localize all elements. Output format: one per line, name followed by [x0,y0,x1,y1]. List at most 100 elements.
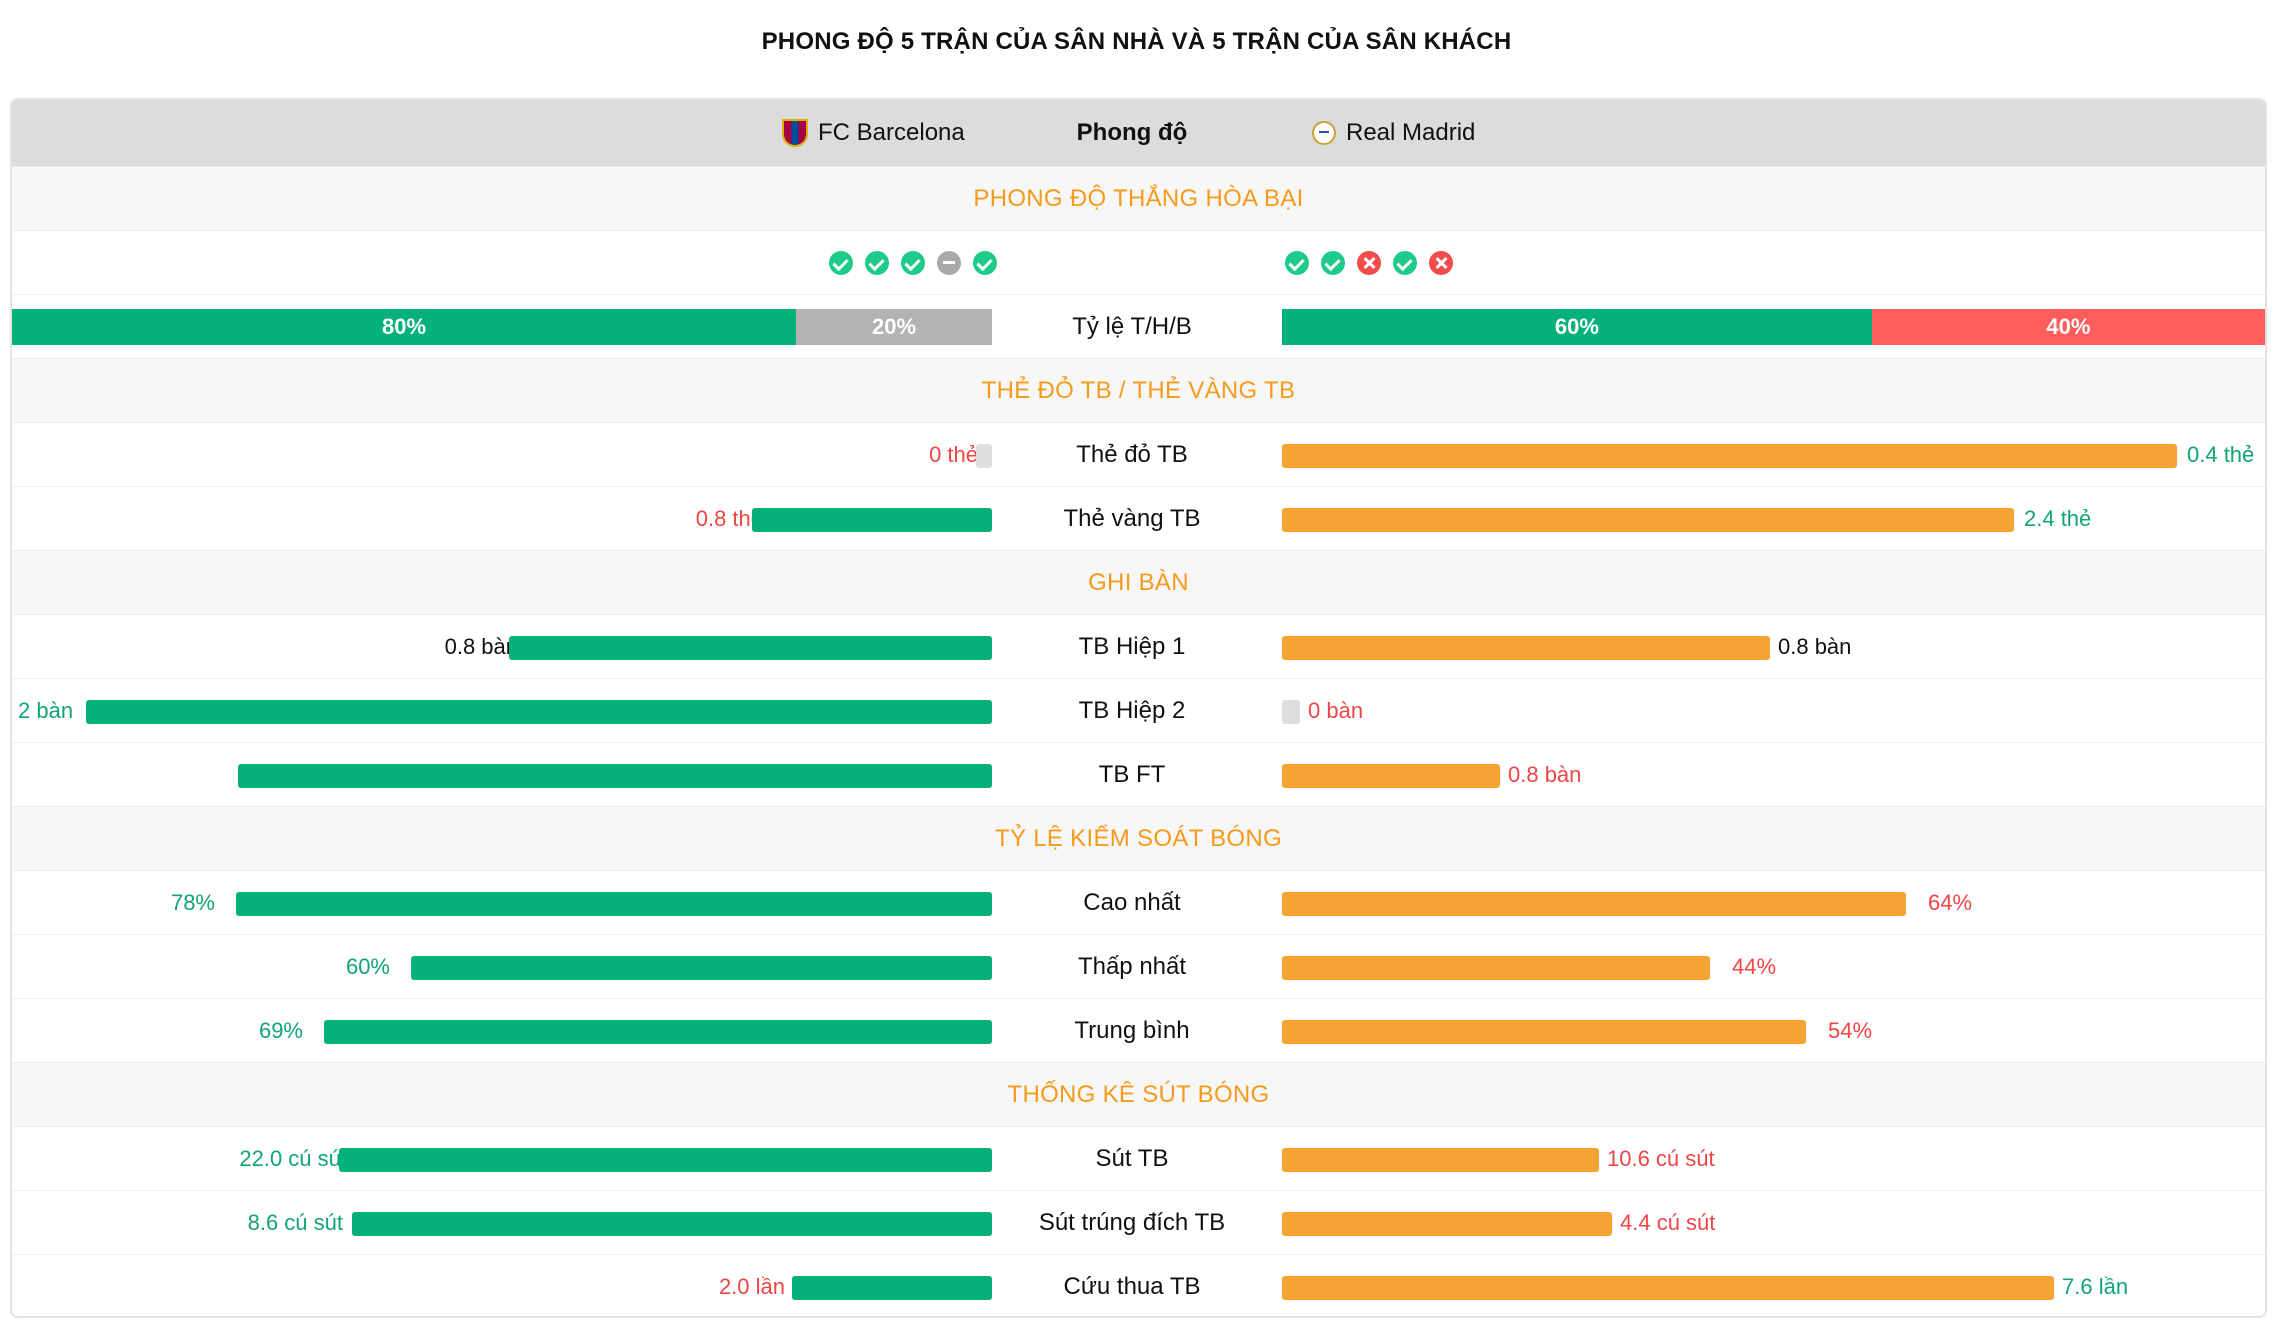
home-value: 69% [258,1018,303,1043]
check-circle-icon [1321,251,1345,275]
stat-row-goals-h1: 0.8 bàn TB Hiệp 1 0.8 bàn [12,614,2265,678]
section-title-form: PHONG ĐỘ THẮNG HÒA BẠI [12,166,2265,230]
home-bar [509,636,992,660]
home-bar [236,892,992,916]
stat-row-possession-min: 60% Thấp nhất 44% [12,934,2265,998]
form-comparison-table: FC Barcelona Phong độ Real Madrid PHONG … [10,98,2267,1318]
stat-row-yellow-cards: 0.8 thẻ Thẻ vàng TB 2.4 thẻ [12,486,2265,550]
away-bar [1282,892,1906,916]
section-title-possession: TỶ LỆ KIỂM SOÁT BÓNG [12,806,2265,870]
home-value: 2.0 lần [718,1274,785,1299]
section-title-goals: GHI BÀN [12,550,2265,614]
home-value: 0 thẻ [929,442,978,467]
stat-row-saves: 2.0 lần Cứu thua TB 7.6 lần [12,1254,2265,1316]
column-title: Phong độ [1076,119,1188,146]
check-circle-icon [865,251,889,275]
home-draw-segment: 20% [796,309,992,345]
away-value: 64% [1928,890,1973,915]
away-team[interactable]: Real Madrid [1312,100,1475,166]
home-team[interactable]: FC Barcelona [782,100,965,166]
home-bar [352,1212,992,1236]
home-win-segment: 80% [12,309,796,345]
stat-label: Thẻ vàng TB [1063,505,1201,532]
table-header: FC Barcelona Phong độ Real Madrid [12,100,2265,166]
home-bar [86,700,992,724]
away-value: 2.4 thẻ [2024,506,2092,531]
home-value: 60% [345,954,390,979]
home-form-icons [829,251,997,275]
away-value: 0.4 thẻ [2187,442,2255,467]
away-value: 4.4 cú sút [1620,1210,1716,1235]
stat-label: Sút trúng đích TB [1038,1209,1226,1236]
home-bar [411,956,992,980]
home-bar [324,1020,992,1044]
away-ratio-bar: 60% 40% [1282,309,2265,345]
home-value: 0.8 bàn [444,634,518,659]
away-value: 10.6 cú sút [1607,1146,1715,1171]
away-bar [1282,764,1500,788]
away-bar [1282,700,1300,724]
home-bar [339,1148,992,1172]
away-bar [1282,1276,2054,1300]
stat-label: Sút TB [1095,1145,1169,1172]
check-circle-icon [901,251,925,275]
stat-row-possession-max: 78% Cao nhất 64% [12,870,2265,934]
home-value: 8.6 cú sút [247,1210,343,1235]
minus-circle-icon [937,251,961,275]
real-madrid-crest-icon [1312,121,1336,145]
form-icons-row [12,230,2265,294]
home-value: 78% [170,890,215,915]
away-value: 7.6 lần [2062,1274,2129,1299]
home-team-name: FC Barcelona [818,119,965,146]
away-bar [1282,508,2014,532]
home-value: 22.0 cú sút [239,1146,347,1171]
page-title: PHONG ĐỘ 5 TRẬN CỦA SÂN NHÀ VÀ 5 TRẬN CỦ… [761,28,1512,55]
x-circle-icon [1429,251,1453,275]
away-value: 44% [1732,954,1777,979]
check-circle-icon [829,251,853,275]
stat-row-shots: 22.0 cú sút Sút TB 10.6 cú sút [12,1126,2265,1190]
away-team-name: Real Madrid [1346,119,1476,146]
away-bar [1282,444,2177,468]
away-bar [1282,1212,1612,1236]
check-circle-icon [1285,251,1309,275]
stat-label: Cao nhất [1083,889,1181,916]
home-value: 0.8 thẻ [695,506,763,531]
stat-label: Trung bình [1074,1017,1190,1044]
home-bar [976,444,992,468]
stat-row-red-cards: 0 thẻ Thẻ đỏ TB 0.4 thẻ [12,422,2265,486]
stat-label: TB Hiệp 2 [1078,697,1186,724]
home-bar [792,1276,992,1300]
home-ratio-bar: 80% 20% [12,309,992,345]
away-win-segment: 60% [1282,309,1872,345]
away-loss-segment: 40% [1871,309,2265,345]
away-bar [1282,1020,1806,1044]
check-circle-icon [973,251,997,275]
stat-row-goals-ft: 2.8 bàn TB FT 0.8 bàn [12,742,2265,806]
away-bar [1282,636,1770,660]
stat-label: TB FT [1098,761,1166,788]
stat-row-shots-on-target: 8.6 cú sút Sút trúng đích TB 4.4 cú sút [12,1190,2265,1254]
ratio-row: 80% 20% Tỷ lệ T/H/B 60% 40% [12,294,2265,358]
stat-label: TB Hiệp 1 [1078,633,1186,660]
check-circle-icon [1393,251,1417,275]
away-value: 0 bàn [1308,698,1364,723]
home-bar [752,508,992,532]
ratio-label: Tỷ lệ T/H/B [1072,313,1192,340]
section-title-cards: THẺ ĐỎ TB / THẺ VÀNG TB [12,358,2265,422]
stat-row-goals-h2: 2 bàn TB Hiệp 2 0 bàn [12,678,2265,742]
x-circle-icon [1357,251,1381,275]
away-value: 54% [1828,1018,1873,1043]
home-value: 2 bàn [18,698,74,723]
stat-row-possession-avg: 69% Trung bình 54% [12,998,2265,1062]
away-form-icons [1285,251,1453,275]
home-bar [238,764,992,788]
stat-label: Thẻ đỏ TB [1076,441,1188,468]
section-title-shots: THỐNG KÊ SÚT BÓNG [12,1062,2265,1126]
stat-label: Thấp nhất [1077,953,1187,980]
away-value: 0.8 bàn [1508,762,1582,787]
away-value: 0.8 bàn [1778,634,1852,659]
away-bar [1282,956,1710,980]
away-bar [1282,1148,1599,1172]
stat-label: Cứu thua TB [1063,1273,1201,1300]
